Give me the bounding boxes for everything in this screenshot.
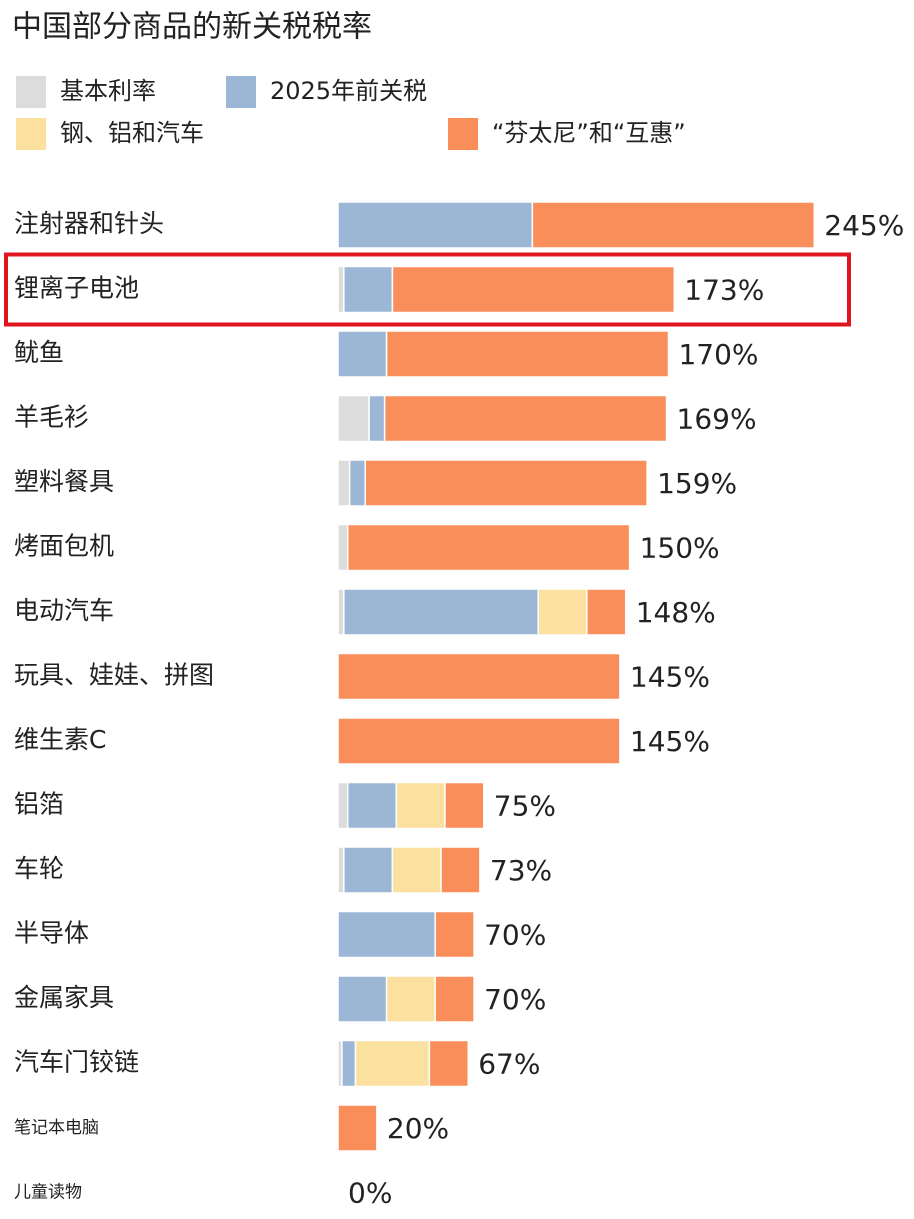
bar-segment	[395, 781, 446, 830]
value-label: 159%	[657, 467, 737, 500]
legend-label: 2025年前关税	[270, 77, 427, 105]
highlight-box	[4, 252, 851, 327]
bar-segment	[337, 588, 345, 636]
bar-segment	[337, 652, 621, 701]
bar-segment	[434, 975, 475, 1023]
value-label: 0%	[348, 1177, 392, 1210]
value-label: 70%	[484, 919, 546, 952]
bar-segment	[385, 330, 670, 378]
bar-segment	[354, 1039, 431, 1088]
value-label: 75%	[494, 790, 556, 823]
value-label: 20%	[387, 1112, 449, 1145]
value-label: 67%	[478, 1048, 540, 1081]
legend-label: 基本利率	[60, 77, 156, 105]
category-label: 铝箔	[14, 790, 64, 819]
bar-segment	[364, 459, 648, 507]
bar-segment	[348, 459, 366, 507]
value-label: 70%	[484, 983, 546, 1016]
category-label: 维生素C	[14, 725, 106, 754]
bar-segment	[346, 781, 398, 830]
value-label: 145%	[630, 725, 710, 758]
bar-segment	[537, 588, 588, 636]
bar-segment	[428, 1039, 469, 1088]
value-label: 173%	[684, 274, 764, 307]
bar-segment	[440, 846, 481, 894]
value-label: 148%	[636, 596, 716, 629]
category-label: 锂离子电池	[14, 274, 139, 303]
bar-segment	[368, 394, 386, 443]
bar-segment	[337, 975, 388, 1023]
bar-segment	[383, 394, 668, 443]
bar-segment	[391, 846, 442, 894]
category-label: 金属家具	[14, 983, 114, 1012]
bar-segment	[337, 523, 349, 572]
value-label: 73%	[490, 854, 552, 887]
bar-segment	[385, 975, 436, 1023]
legend-swatch	[448, 118, 478, 150]
category-label: 塑料餐具	[14, 467, 114, 496]
bar-segment	[337, 910, 436, 959]
bar-segment	[337, 781, 349, 830]
value-label: 245%	[824, 209, 904, 242]
value-label: 170%	[678, 338, 758, 371]
category-label: 电动汽车	[14, 596, 114, 625]
bar-segment	[337, 265, 345, 314]
legend-swatch	[16, 76, 46, 108]
legend-swatch	[226, 76, 256, 108]
legend-swatch	[16, 118, 46, 150]
bar-segment	[337, 394, 370, 443]
category-label: 汽车门铰链	[14, 1048, 139, 1077]
category-label: 车轮	[14, 854, 64, 883]
legend-label: “芬太尼”和“互惠”	[492, 119, 686, 147]
value-label: 150%	[640, 532, 720, 565]
category-label: 笔记本电脑	[14, 1118, 99, 1138]
bar-segment	[337, 459, 351, 507]
bar-segment	[343, 846, 394, 894]
bar-segment	[531, 201, 816, 249]
category-label: 注射器和针头	[14, 209, 164, 238]
category-label: 玩具、娃娃、拼图	[14, 661, 214, 690]
bar-segment	[343, 265, 394, 314]
bar-segment	[391, 265, 676, 314]
bar-segment	[343, 588, 539, 636]
bar-segment	[434, 910, 475, 959]
category-label: 羊毛衫	[14, 403, 89, 432]
category-label: 烤面包机	[14, 532, 114, 561]
value-label: 169%	[677, 403, 757, 436]
bar-segment	[337, 201, 534, 249]
bar-segment	[586, 588, 627, 636]
bar-segment	[337, 846, 345, 894]
bar-segment	[341, 1039, 357, 1088]
bar-segment	[444, 781, 485, 830]
bar-segment	[337, 717, 621, 765]
category-label: 半导体	[14, 919, 89, 948]
bar-segment	[346, 523, 631, 572]
value-label: 145%	[630, 661, 710, 694]
category-label: 儿童读物	[14, 1183, 82, 1203]
chart-title: 中国部分商品的新关税税率	[12, 10, 372, 45]
legend-label: 钢、铝和汽车	[60, 119, 204, 147]
bar-segment	[337, 330, 388, 378]
bar-segment	[337, 1104, 378, 1152]
category-label: 鱿鱼	[14, 338, 64, 367]
